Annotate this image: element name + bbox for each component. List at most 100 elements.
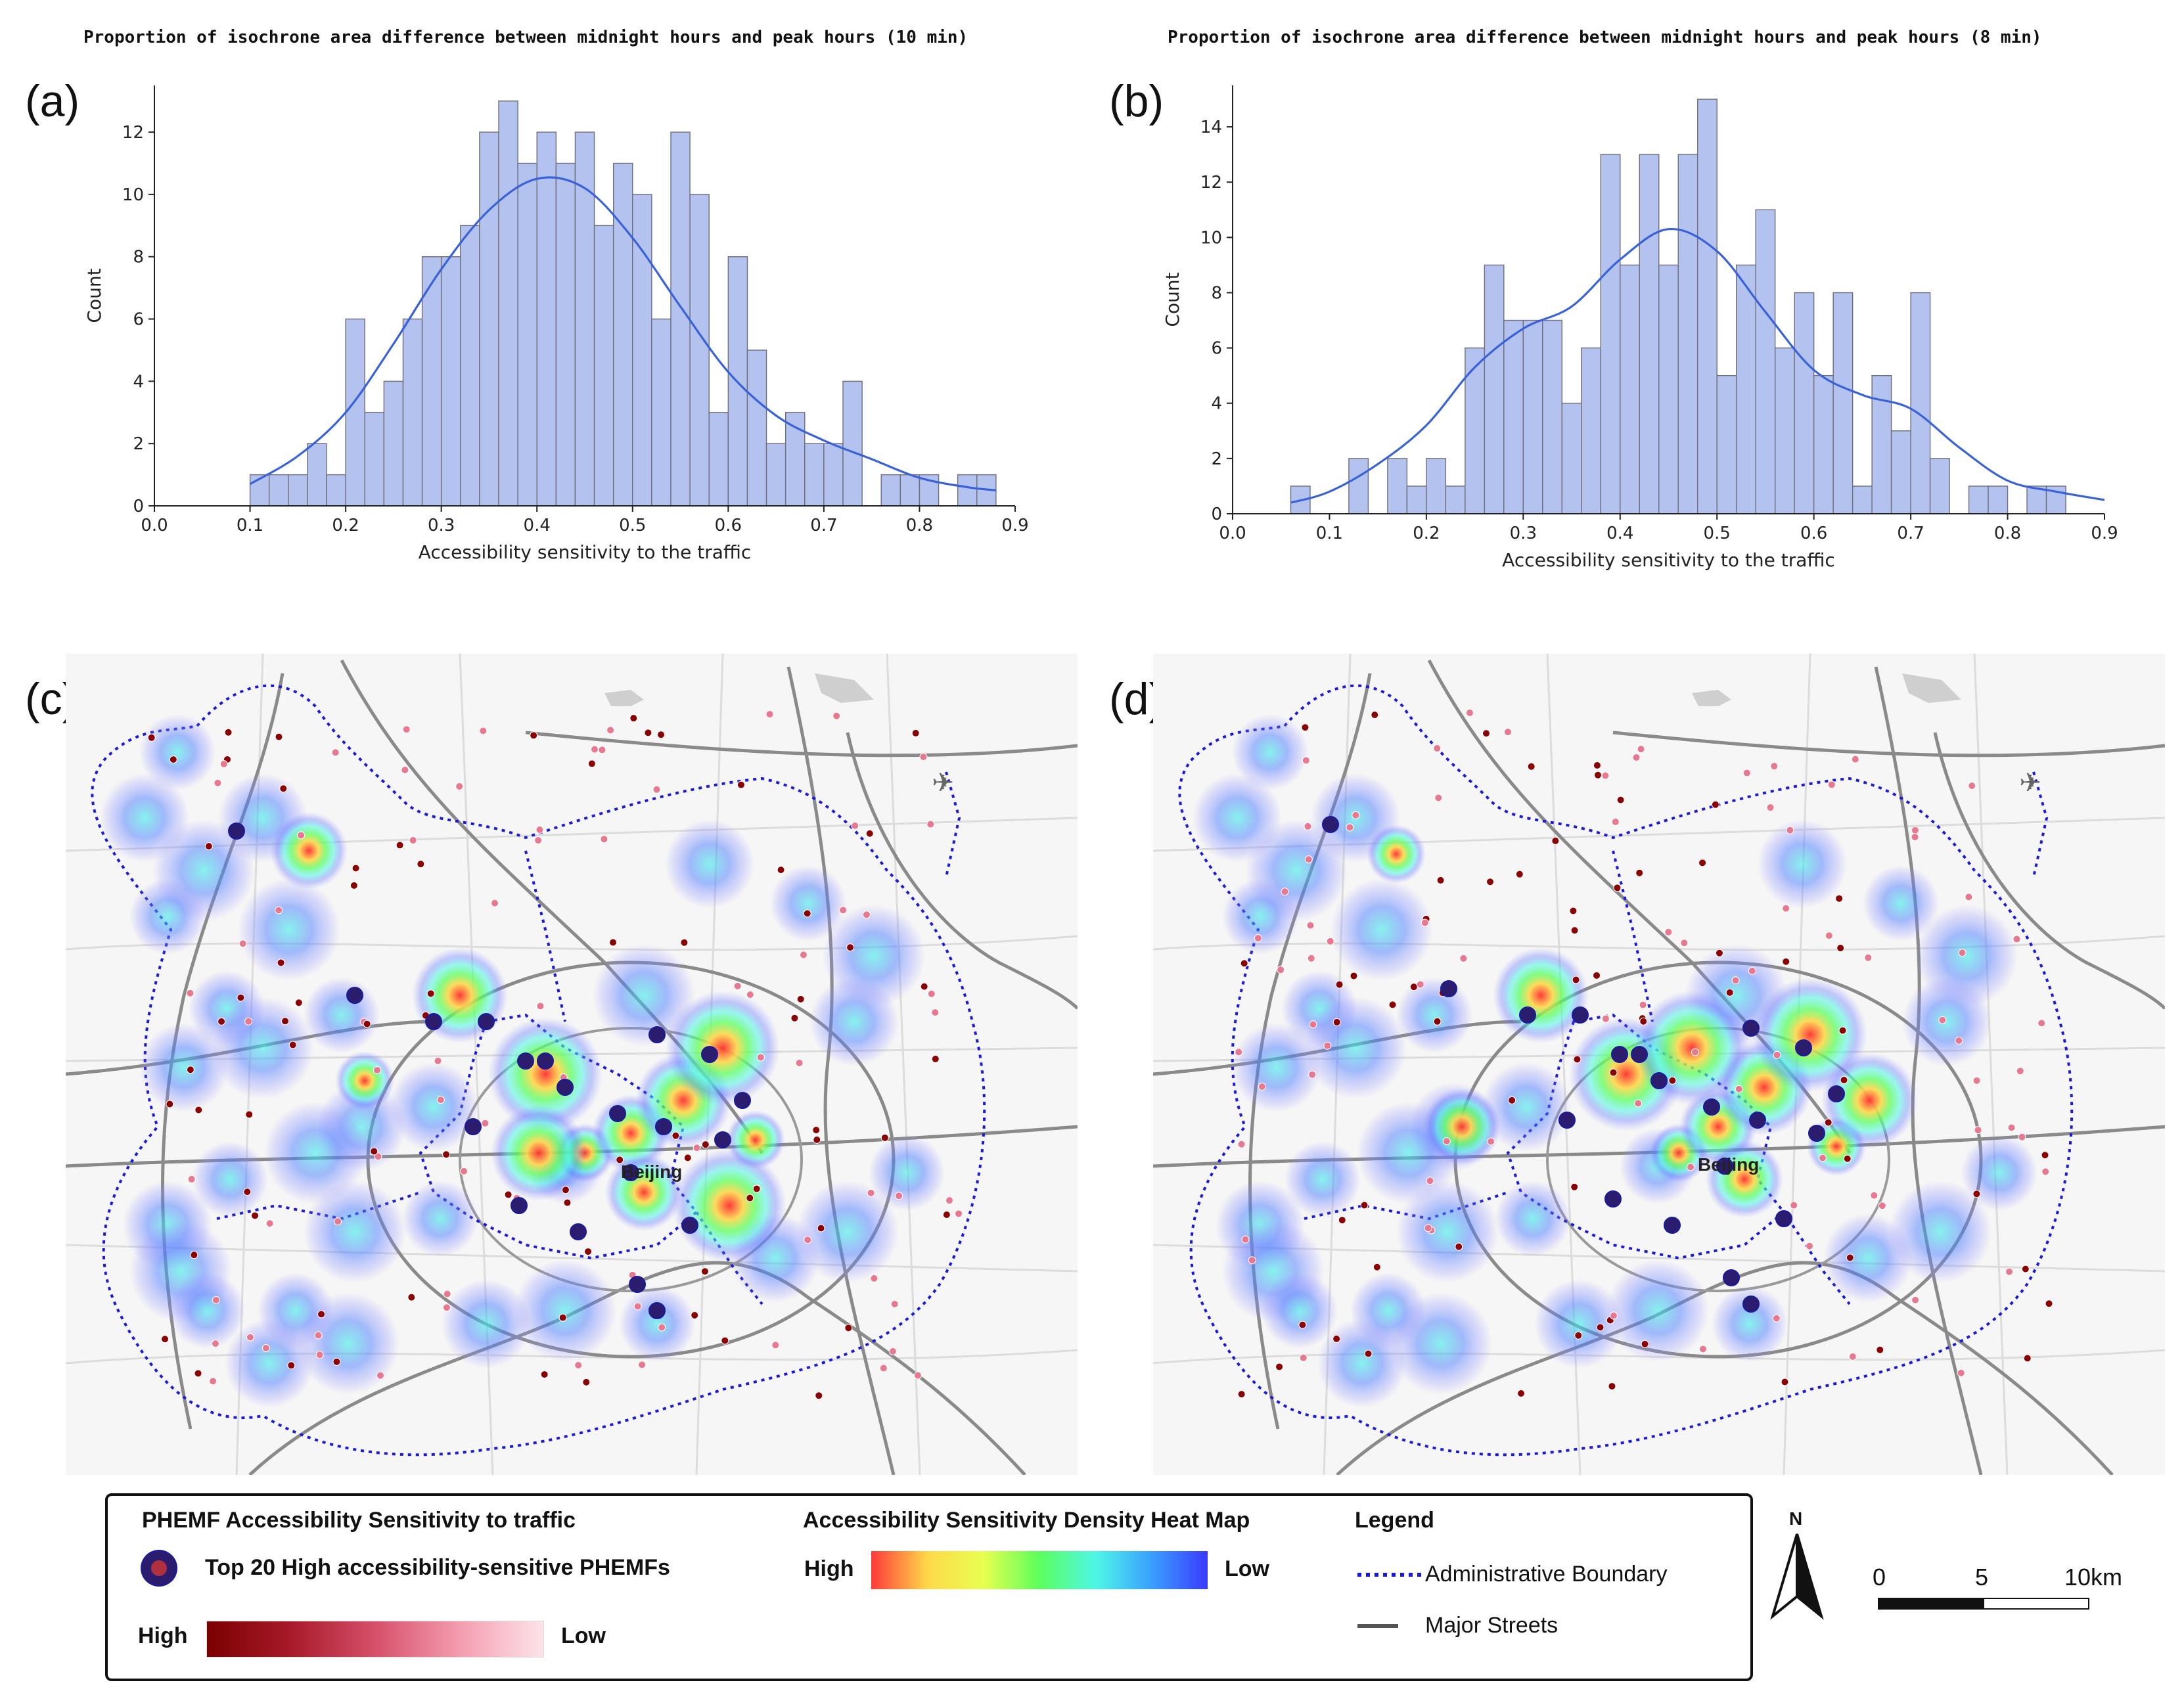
facility-point (880, 1133, 889, 1142)
heat-halo (1350, 1273, 1426, 1349)
facility-point (407, 1293, 416, 1301)
facility-point (1332, 1334, 1341, 1343)
facility-point (1958, 949, 1967, 957)
heat-halo (1712, 1286, 1788, 1362)
facility-point (890, 1299, 899, 1308)
facility-point (161, 1335, 170, 1343)
hist-a-y-tick-label: 2 (133, 434, 144, 454)
top20-facility (1716, 1158, 1733, 1175)
hist-b-bar (1871, 374, 1892, 514)
facility-point (737, 780, 745, 789)
facility-point (211, 1340, 219, 1348)
facility-point (1248, 1256, 1256, 1265)
facility-point (817, 1224, 825, 1232)
facility-point (926, 820, 935, 828)
heat-halo (1863, 865, 1939, 941)
admin-boundary (1178, 684, 2074, 1456)
hist-b-x-tick-label: 0.9 (2091, 524, 2118, 543)
facility-point (1608, 1382, 1616, 1391)
heat-halo (192, 1141, 268, 1217)
facility-point (279, 784, 288, 793)
facility-point (265, 1219, 274, 1228)
hist-a-bar (632, 194, 652, 507)
top20-label: Top 20 High accessibility-sensitive PHEM… (205, 1555, 670, 1580)
hist-a-x-tick-label: 0.5 (619, 516, 646, 535)
facility-point (1611, 817, 1620, 826)
minor-road (1973, 654, 2009, 1475)
hist-b-y-tick-label: 10 (1200, 228, 1222, 248)
facility-point (683, 1154, 692, 1162)
top20-facility (346, 987, 363, 1004)
facility-point (691, 1311, 699, 1319)
facility-point (1835, 894, 1844, 903)
facility-point (2018, 1133, 2026, 1141)
hist-a-bar (440, 256, 461, 507)
facility-point (945, 1196, 954, 1205)
hist-a-bar (268, 474, 289, 507)
hist-b-bar (1794, 292, 1815, 514)
hist-a-bar (536, 131, 557, 507)
hist-b-x-tick-label: 0.6 (1800, 524, 1827, 543)
panel-b-title: Proportion of isochrone area difference … (1168, 28, 2042, 47)
facility-point (244, 1017, 253, 1026)
facility-point (401, 765, 409, 774)
heat-halo (264, 1102, 367, 1204)
hist-b-kde-line (1290, 227, 2105, 504)
facility-point (1735, 1085, 1743, 1093)
facility-point (1332, 1018, 1341, 1026)
facility-point (434, 1056, 442, 1065)
facility-point (190, 1251, 198, 1259)
top20-facility (1742, 1296, 1760, 1313)
facility-point (169, 756, 177, 764)
facility-point (870, 1274, 878, 1282)
heat-halo (304, 977, 380, 1053)
facility-point (1275, 1363, 1284, 1371)
facility-point (187, 1175, 196, 1183)
facility-point (376, 1371, 384, 1380)
facility-point (1434, 794, 1443, 802)
facility-point (315, 1351, 324, 1359)
facility-point (1864, 953, 1873, 962)
heat-halo (593, 944, 695, 1047)
point-low-label: Low (561, 1623, 606, 1648)
heat-halo (1304, 997, 1407, 1099)
facility-point (186, 1066, 194, 1074)
facility-point (1851, 755, 1859, 763)
heat-halo (212, 997, 314, 1099)
facility-point (1687, 1163, 1695, 1171)
facility-point (417, 860, 425, 869)
heat-hotspot (335, 1051, 394, 1110)
facility-point (701, 1140, 710, 1149)
facility-point (558, 1313, 567, 1322)
hist-b-x-tick-label: 0.3 (1510, 524, 1537, 543)
facility-point (1972, 1076, 1981, 1085)
facility-point (1782, 957, 1790, 966)
hist-b-bar (1522, 319, 1543, 514)
facility-point (1346, 823, 1354, 832)
facility-point (1742, 769, 1751, 777)
facility-point (1680, 939, 1689, 947)
hist-a-bar (899, 474, 921, 507)
major-street (1336, 1261, 2114, 1475)
top20-facility (1795, 1039, 1812, 1056)
facility-point (1573, 1055, 1581, 1064)
facility-point (756, 1053, 765, 1062)
hist-a-bar (345, 318, 365, 507)
facility-point (942, 1210, 951, 1219)
facility-point (288, 1041, 297, 1049)
facility-point (777, 866, 785, 874)
heat-halo (139, 714, 216, 790)
top20-facility (648, 1302, 666, 1319)
map-legend-title: Legend (1355, 1508, 1434, 1533)
heat-hotspot (412, 947, 508, 1043)
facility-point (1240, 959, 1248, 968)
facility-point (1846, 1253, 1854, 1262)
facility-point (1911, 833, 1919, 842)
top20-facility (1558, 1112, 1576, 1129)
water-body (604, 690, 644, 706)
facility-point (1574, 1331, 1583, 1340)
hist-a-bar (326, 474, 346, 507)
facility-point (1668, 1076, 1677, 1085)
top20-facility (478, 1013, 495, 1030)
facility-point (1515, 870, 1524, 878)
